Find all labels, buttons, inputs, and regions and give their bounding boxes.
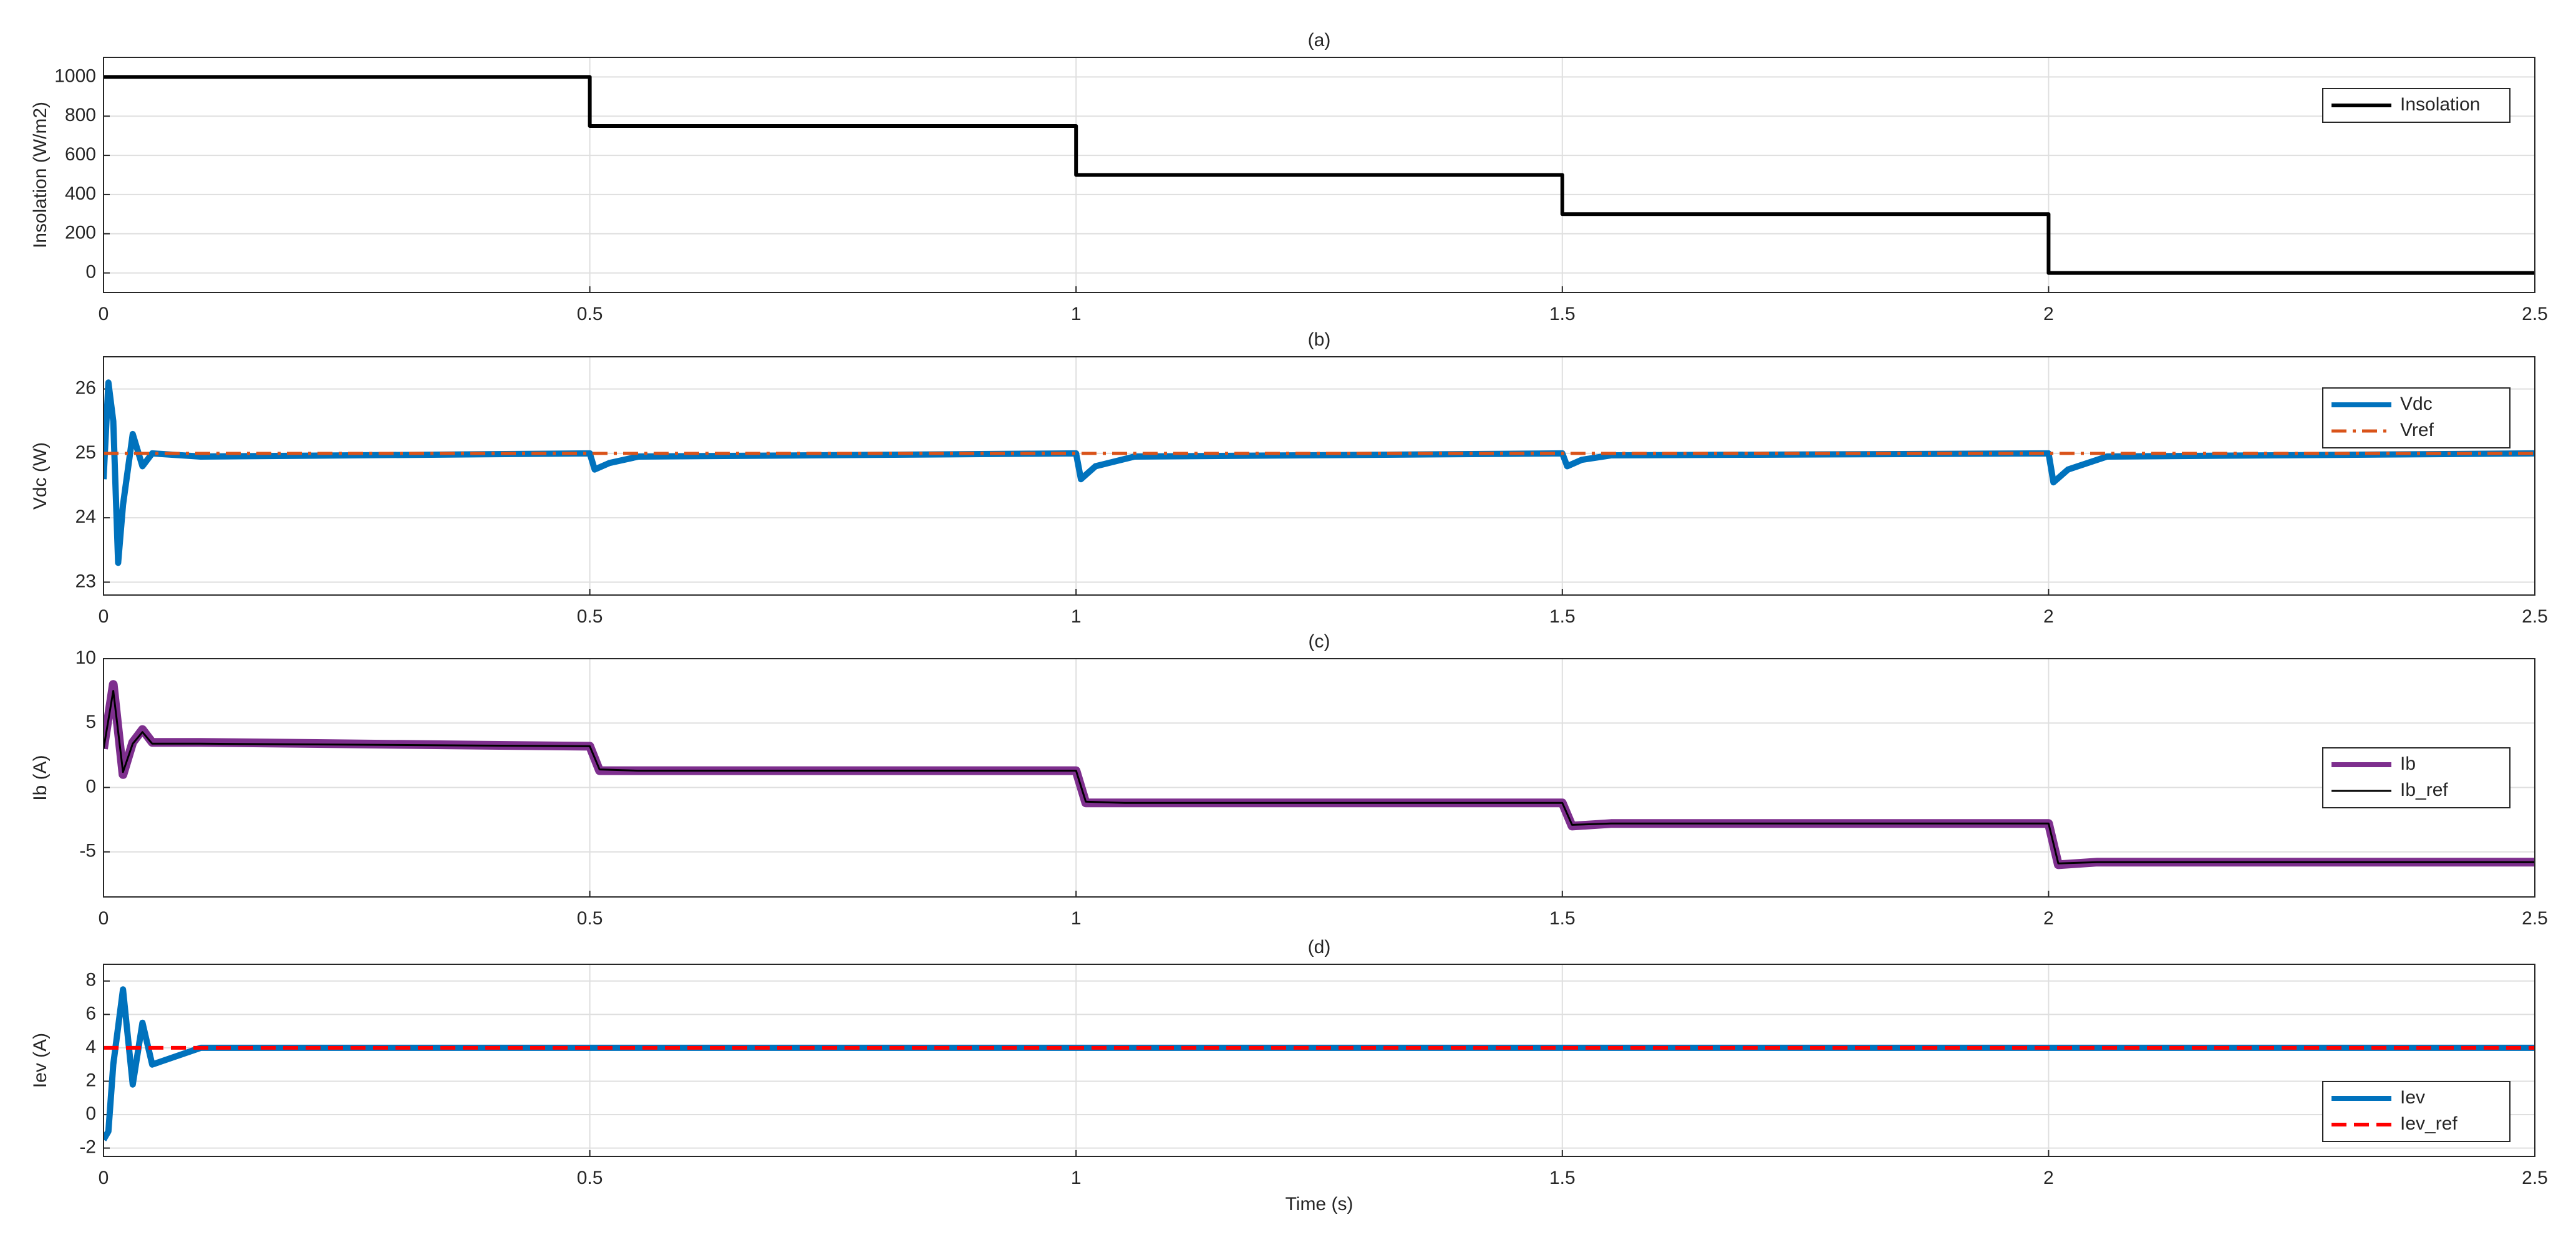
- legend-box: [2322, 387, 2511, 448]
- x-tick-label: 2: [2043, 1168, 2054, 1188]
- y-tick-label: 0: [85, 262, 96, 283]
- plot-frame: [103, 57, 2535, 293]
- legend-label: Ib: [2400, 753, 2416, 774]
- series-line: [104, 690, 2535, 864]
- y-tick-label: 4: [85, 1037, 96, 1057]
- x-axis-label: Time (s): [1286, 1194, 1353, 1214]
- legend-label: Iev: [2400, 1087, 2425, 1108]
- y-tick-label: 26: [75, 378, 96, 399]
- legend-label: Insolation: [2400, 94, 2480, 115]
- x-tick-label: 0.5: [577, 908, 603, 929]
- y-tick-label: 23: [75, 571, 96, 591]
- y-tick-label: 25: [75, 442, 96, 463]
- subplot-title: (c): [1309, 631, 1330, 652]
- y-tick-label: 2: [85, 1070, 96, 1090]
- y-tick-label: 10: [75, 647, 96, 668]
- y-tick-label: 24: [75, 506, 96, 527]
- x-tick-label: 0.5: [577, 606, 603, 627]
- plot-area: [104, 357, 2535, 595]
- y-tick-label: 800: [65, 105, 96, 125]
- x-tick-label: 1.5: [1549, 304, 1576, 324]
- legend-label: Vref: [2400, 420, 2434, 440]
- subplot-title: (d): [1308, 937, 1331, 957]
- y-axis-label: Iev (A): [30, 1033, 51, 1088]
- x-tick-label: 1: [1071, 908, 1082, 929]
- y-tick-label: 400: [65, 183, 96, 204]
- legend-label: Ib_ref: [2400, 780, 2448, 800]
- x-tick-label: 0: [99, 1168, 109, 1188]
- y-tick-label: 1000: [54, 65, 96, 86]
- x-tick-label: 2.5: [2522, 908, 2548, 929]
- x-tick-label: 0: [99, 304, 109, 324]
- y-tick-label: -5: [79, 841, 96, 861]
- legend-box: [2322, 1081, 2511, 1142]
- plot-area: [104, 659, 2535, 897]
- y-tick-label: 200: [65, 223, 96, 243]
- x-tick-label: 2: [2043, 908, 2054, 929]
- legend-label: Iev_ref: [2400, 1113, 2457, 1134]
- plot-frame: [103, 356, 2535, 596]
- x-tick-label: 0.5: [577, 304, 603, 324]
- y-axis-label: Insolation (W/m2): [30, 102, 51, 248]
- subplot-title: (a): [1308, 30, 1331, 51]
- y-tick-label: -2: [79, 1137, 96, 1158]
- x-tick-label: 1: [1071, 304, 1082, 324]
- y-tick-label: 600: [65, 144, 96, 165]
- legend-label: Vdc: [2400, 394, 2433, 414]
- y-axis-label: Ib (A): [30, 755, 51, 800]
- x-tick-label: 0: [99, 606, 109, 627]
- x-tick-label: 1.5: [1549, 1168, 1576, 1188]
- legend-box: [2322, 747, 2511, 808]
- plot-frame: [103, 964, 2535, 1157]
- plot-frame: [103, 658, 2535, 898]
- x-tick-label: 0.5: [577, 1168, 603, 1188]
- series-line: [104, 75, 2535, 275]
- y-tick-label: 0: [85, 1103, 96, 1124]
- x-tick-label: 1: [1071, 1168, 1082, 1188]
- y-tick-label: 6: [85, 1003, 96, 1024]
- plot-area: [104, 964, 2535, 1156]
- x-tick-label: 1.5: [1549, 606, 1576, 627]
- x-tick-label: 0: [99, 908, 109, 929]
- y-tick-label: 0: [85, 776, 96, 797]
- y-tick-label: 8: [85, 970, 96, 990]
- x-tick-label: 2: [2043, 304, 2054, 324]
- x-tick-label: 1: [1071, 606, 1082, 627]
- y-axis-label: Vdc (W): [30, 442, 51, 510]
- subplot-title: (b): [1308, 329, 1331, 350]
- y-tick-label: 5: [85, 712, 96, 732]
- x-tick-label: 2.5: [2522, 304, 2548, 324]
- x-tick-label: 1.5: [1549, 908, 1576, 929]
- x-tick-label: 2.5: [2522, 1168, 2548, 1188]
- x-tick-label: 2: [2043, 606, 2054, 627]
- x-tick-label: 2.5: [2522, 606, 2548, 627]
- series-line: [104, 986, 2535, 1141]
